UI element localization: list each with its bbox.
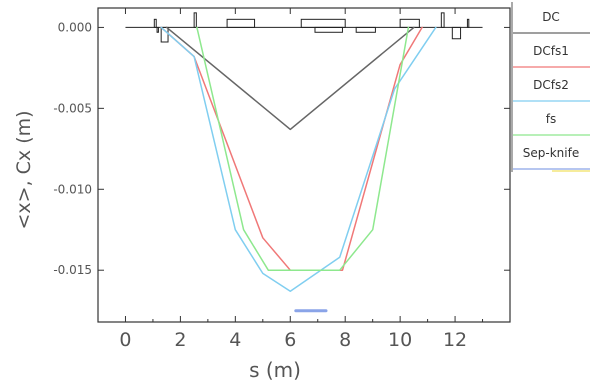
x-tick-label: 4 [229,329,241,351]
x-tick-label: 8 [339,329,351,351]
lattice-element [440,12,445,28]
axis-group: s (m) <x>, Cx (m) 0 2 4 6 8 10 12 0.000 -0.005 -0… [13,8,510,382]
legend-label: DCfs2 [533,78,569,92]
lattice-element [451,26,462,40]
series-line-dcfs2 [160,26,437,292]
plot-border [97,7,511,323]
series-line-dc [165,26,415,131]
x-tick-label: 2 [174,329,186,351]
lattice-element [156,26,159,33]
legend-label: Sep-knife [523,146,579,160]
legend-label: fs [546,112,556,126]
y-tick-label: -0.015 [53,263,92,277]
lattice-element [314,26,343,33]
x-tick-label: 12 [443,329,467,351]
y-tick-label: 0.000 [58,20,92,34]
lattice-element [226,18,256,28]
x-tick-label: 10 [388,329,412,351]
series-group [160,26,437,313]
x-tick-label: 6 [284,329,296,351]
x-axis-label: s (m) [249,358,301,382]
lattice-element [160,26,169,43]
series-line-fs [196,26,410,271]
x-tick-label: 0 [119,329,131,351]
series-line-dcfs1 [160,26,423,271]
lattice-element [300,18,346,28]
y-tick-label: -0.005 [53,101,92,115]
plot-frame [97,7,511,323]
lattice-element [399,18,420,28]
lattice-element [193,12,197,28]
lattice-element [466,18,470,28]
lattice-element-group [125,12,483,43]
legend-label: DCfs1 [533,44,569,58]
y-axis-label: <x>, Cx (m) [13,110,35,229]
legend: DC DCfs1 DCfs2 fs Sep-knife [511,2,590,172]
y-tick-label: -0.010 [53,182,92,196]
lattice-element [355,26,376,33]
legend-label: DC [542,10,560,24]
lattice-element [153,18,157,28]
